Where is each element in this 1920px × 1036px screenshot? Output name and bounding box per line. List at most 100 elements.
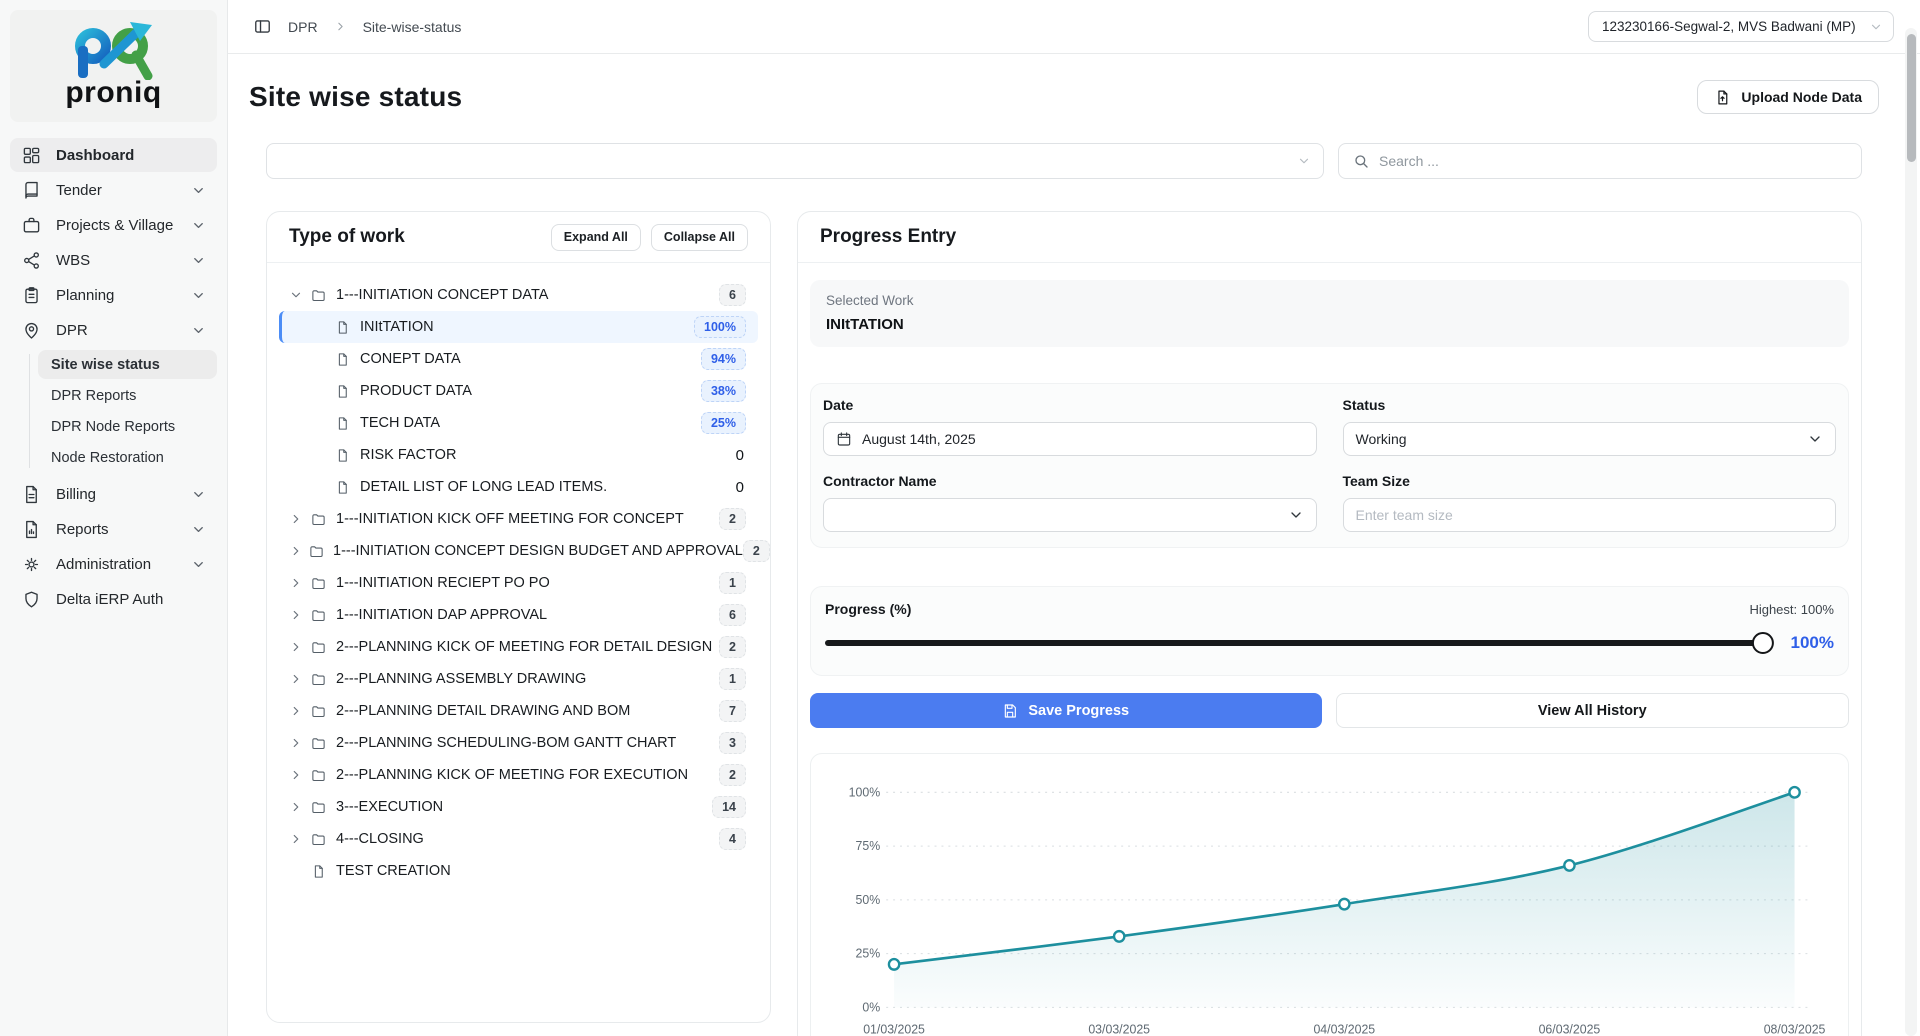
tree-item-2-planning-kick-of-meeting-for-execution[interactable]: 2---PLANNING KICK OF MEETING FOR EXECUTI… [279,759,758,791]
chevron-right-icon[interactable] [289,608,305,622]
sidebar-subitem-dpr-node-reports[interactable]: DPR Node Reports [51,418,176,435]
chevron-right-icon[interactable] [289,704,305,718]
tree-item-3-execution[interactable]: 3---EXECUTION 14 [279,791,758,823]
tree-item-inittation[interactable]: INItTATION 100% [279,311,758,343]
tree-item-2-planning-kick-of-meeting-for-detail-design[interactable]: 2---PLANNING KICK OF MEETING FOR DETAIL … [279,631,758,663]
chevron-down-icon [1288,507,1304,523]
tree-item-4-closing[interactable]: 4---CLOSING 4 [279,823,758,855]
date-picker[interactable]: August 14th, 2025 [823,422,1317,456]
folder-icon [311,672,327,687]
file-chart-icon [21,519,41,539]
sidebar-subitem-dpr-reports[interactable]: DPR Reports [51,387,137,404]
chevron-right-icon[interactable] [289,768,305,782]
calendar-icon [836,431,852,447]
sidebar-subitem-node-restoration[interactable]: Node Restoration [51,449,164,466]
sidebar-item-planning[interactable]: Planning [10,278,217,312]
sidebar-item-reports[interactable]: Reports [10,512,217,546]
tree-item-2-planning-scheduling-bom-gantt-chart[interactable]: 2---PLANNING SCHEDULING-BOM GANTT CHART 3 [279,727,758,759]
chevron-right-icon[interactable] [289,832,305,846]
team-size-input[interactable] [1355,507,1823,523]
site-selector-value: 123230166-Segwal-2, MVS Badwani (MP) [1602,19,1856,34]
chevron-right-icon[interactable] [289,736,305,750]
sidebar-subitem-site-wise-status[interactable]: Site wise status [38,350,217,379]
status-select[interactable]: Working [1342,422,1836,456]
action-buttons: Save Progress View All History [810,693,1849,728]
folder-icon [311,768,327,783]
chevron-right-icon[interactable] [289,672,305,686]
tree-item-1-initiation-dap-approval[interactable]: 1---INITIATION DAP APPROVAL 6 [279,599,758,631]
folder-icon [311,288,327,303]
sidebar-item-administration[interactable]: Administration [10,547,217,581]
chevron-right-icon[interactable] [289,800,305,814]
progress-label: Progress (%) [825,601,912,617]
tree-item-product-data[interactable]: PRODUCT DATA 38% [279,375,758,407]
tree-item-2-planning-assembly-drawing[interactable]: 2---PLANNING ASSEMBLY DRAWING 1 [279,663,758,695]
sidebar-item-projects-village[interactable]: Projects & Village [10,208,217,242]
sidebar-item-delta-ierp-auth[interactable]: Delta iERP Auth [10,582,217,616]
progress-badge: 25% [700,412,746,434]
chevron-right-icon[interactable] [289,640,305,654]
save-progress-button[interactable]: Save Progress [810,693,1322,728]
chevron-down-icon[interactable] [289,288,305,302]
search-box [1338,143,1862,179]
sidebar-item-tender[interactable]: Tender [10,173,217,207]
gear-icon [21,554,41,574]
status-value: Working [1355,431,1407,447]
tree-item-1-initiation-concept-design-budget-and-approval[interactable]: 1---INITIATION CONCEPT DESIGN BUDGET AND… [279,535,770,567]
window-scrollbar-thumb[interactable] [1906,34,1916,162]
progress-slider-thumb[interactable] [1751,632,1774,654]
upload-node-data-button[interactable]: Upload Node Data [1697,80,1879,114]
tree-item-conept-data[interactable]: CONEPT DATA 94% [279,343,758,375]
count-badge: 6 [719,604,746,626]
file-icon [335,416,351,431]
svg-text:03/03/2025: 03/03/2025 [1088,1023,1150,1036]
work-type-select[interactable] [266,143,1324,179]
count-badge: 6 [719,284,746,306]
line-chart-svg: 0% 25% 50% 75% 100% 01/03/2025 03/03/2025 04/03… [849,785,1826,1036]
chevron-down-icon [191,557,206,572]
tree-item-risk-factor[interactable]: RISK FACTOR 0 [279,439,758,471]
svg-text:25%: 25% [856,947,881,961]
page-title: Site wise status [249,81,463,112]
contractor-select[interactable] [823,498,1317,532]
collapse-all-button[interactable]: Collapse All [650,223,748,251]
window-scrollbar-track[interactable] [1905,28,1917,1036]
progress-slider-track[interactable] [825,632,1774,654]
sidebar-item-dashboard[interactable]: Dashboard [10,138,217,172]
file-icon [335,384,351,399]
count-badge: 2 [742,540,770,562]
view-all-history-button[interactable]: View All History [1335,693,1849,728]
work-tree: 1---INITIATION CONCEPT DATA 6 INItTATION 10… [267,263,770,903]
folder-icon [309,544,324,559]
progress-badge: 38% [700,380,746,402]
site-selector[interactable]: 123230166-Segwal-2, MVS Badwani (MP) [1588,11,1894,42]
count-badge: 1 [719,572,746,594]
tree-item-tech-data[interactable]: TECH DATA 25% [279,407,758,439]
chevron-right-icon[interactable] [289,576,305,590]
sidebar-toggle-icon[interactable] [253,17,272,36]
sidebar-item-billing[interactable]: Billing [10,477,217,511]
content-columns: Type of work Expand All Collapse All 1--… [266,211,1862,1036]
tree-item-2-planning-detail-drawing-and-bom[interactable]: 2---PLANNING DETAIL DRAWING AND BOM 7 [279,695,758,727]
svg-text:04/03/2025: 04/03/2025 [1313,1023,1375,1036]
progress-badge: 94% [700,348,746,370]
brand-logo[interactable]: proniq [10,10,217,122]
tree-item-1-initiation-reciept-po-po[interactable]: 1---INITIATION RECIEPT PO PO 1 [279,567,758,599]
tree-item-test-creation[interactable]: TEST CREATION [279,855,758,887]
proniq-logo-icon [74,22,152,80]
tree-item-1-initiation-kick-off-meeting-for-concept[interactable]: 1---INITIATION KICK OFF MEETING FOR CONC… [279,503,758,535]
expand-all-button[interactable]: Expand All [550,223,641,251]
sidebar-item-dpr[interactable]: DPR [10,313,217,347]
tree-item-detail-list-of-long-lead-items[interactable]: DETAIL LIST OF LONG LEAD ITEMS. 0 [279,471,758,503]
chevron-right-icon[interactable] [289,544,303,558]
selected-work-box: Selected Work INItTATION [810,280,1849,347]
breadcrumb-site-wise-status[interactable]: Site-wise-status [362,18,462,35]
chevron-right-icon[interactable] [289,512,305,526]
breadcrumb-dpr[interactable]: DPR [288,18,318,35]
tree-item-1-initiation-concept-data[interactable]: 1---INITIATION CONCEPT DATA 6 [279,279,758,311]
progress-entry-panel: Progress Entry Selected Work INItTATION … [797,211,1862,1036]
progress-history-chart: 0% 25% 50% 75% 100% 01/03/2025 03/03/2025 04/03… [810,753,1849,1036]
sidebar-item-wbs[interactable]: WBS [10,243,217,277]
search-input[interactable] [1379,153,1847,169]
